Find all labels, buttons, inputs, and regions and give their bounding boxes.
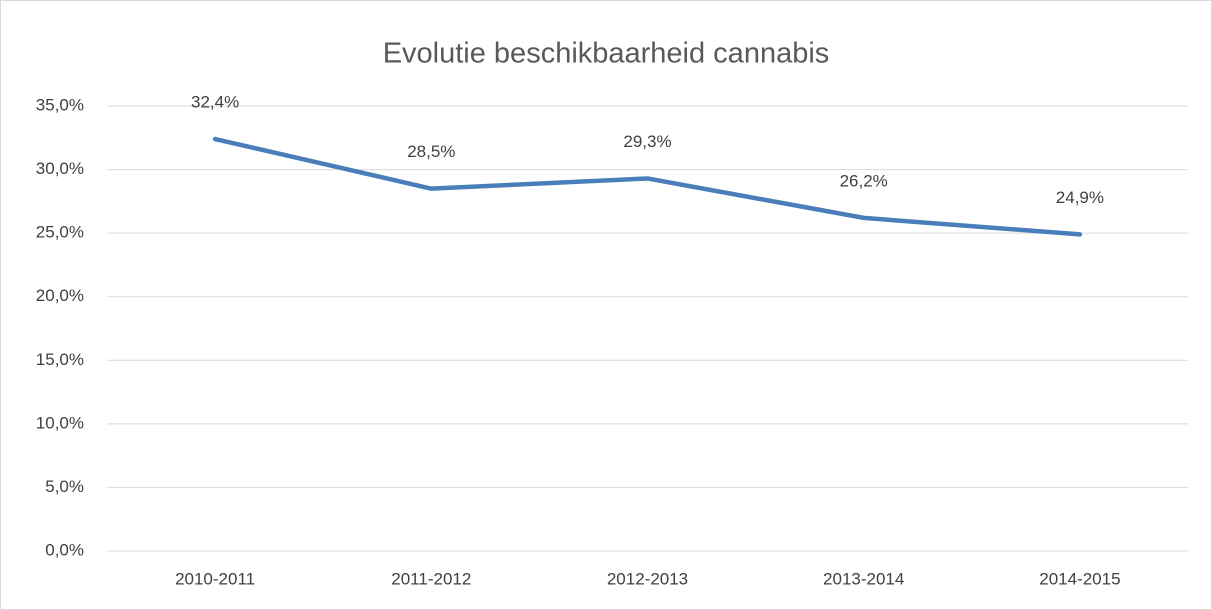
line (212, 136, 1083, 237)
y-tick-label: 15,0% (36, 350, 84, 369)
y-tick-label: 20,0% (36, 286, 84, 305)
chart-title: Evolutie beschikbaarheid cannabis (383, 38, 830, 70)
x-tick-label: 2013-2014 (823, 569, 904, 588)
y-tick-label: 10,0% (36, 413, 84, 432)
y-tick-label: 25,0% (36, 223, 84, 242)
data-label: 29,3% (623, 132, 671, 151)
x-tick-label: 2011-2012 (391, 569, 471, 588)
data-label: 24,9% (1056, 188, 1104, 207)
x-tick-label: 2014-2015 (1039, 569, 1120, 588)
data-label: 28,5% (407, 142, 455, 161)
y-tick-label: 0,0% (45, 540, 84, 559)
y-tick-label: 5,0% (45, 477, 84, 496)
data-label: 26,2% (840, 171, 888, 190)
y-tick-label: 35,0% (36, 95, 84, 114)
x-tick-label: 2012-2013 (607, 569, 688, 588)
x-tick-label: 2010-2011 (175, 569, 255, 588)
y-tick-label: 30,0% (36, 159, 84, 178)
data-label: 32,4% (191, 93, 239, 112)
